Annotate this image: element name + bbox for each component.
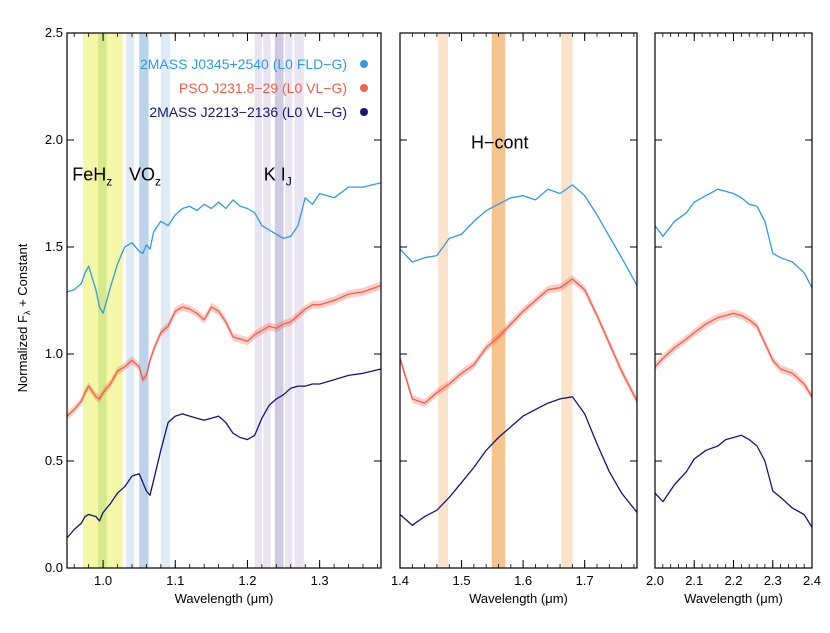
y-axis-label-tail: + Constant (15, 243, 30, 310)
feature-band (90, 33, 99, 568)
x-tick-label: 1.6 (514, 573, 532, 588)
series-line (654, 312, 813, 398)
y-axis-label-sub: λ (22, 310, 32, 315)
feature-band (98, 33, 107, 568)
x-tick-label: 2.4 (803, 573, 821, 588)
series-line (399, 184, 638, 286)
feature-band (274, 33, 284, 568)
legend-entry-label: 2MASS J0345+2540 (L0 FLD−G) (140, 56, 347, 72)
feature-label-base: VO (129, 165, 155, 185)
feature-label-sub: z (155, 175, 161, 189)
x-axis-label: Wavelength (μm) (684, 591, 783, 606)
feature-label: H−cont (471, 133, 529, 153)
legend-marker (360, 84, 368, 92)
y-tick-label: 0.0 (45, 560, 63, 575)
series-uncertainty-band (400, 275, 637, 408)
series-line (399, 396, 638, 526)
x-tick-label: 2.2 (724, 573, 742, 588)
panel-2: 1.4 1.5 1.6 1.7 Wavelength (μm) H−cont (391, 32, 638, 606)
x-tick-label: 1.4 (391, 573, 409, 588)
series-line (399, 278, 638, 404)
series-line (66, 368, 382, 539)
plot-frame (654, 32, 813, 569)
feature-band (126, 33, 135, 568)
feature-band (160, 33, 171, 568)
plot-frame (66, 32, 382, 569)
feature-label-sub: J (286, 175, 292, 189)
x-tick-label: 1.5 (453, 573, 471, 588)
legend: 2MASS J0345+2540 (L0 FLD−G) PSO J231.8−29… (140, 56, 368, 120)
legend-marker (360, 108, 368, 116)
legend-marker (360, 60, 368, 68)
y-tick-label: 2.0 (45, 132, 63, 147)
y-tick-label: 0.5 (45, 453, 63, 468)
x-tick-label: 2.0 (646, 573, 664, 588)
feature-label-sub: z (106, 175, 112, 189)
x-tick-label: 1.2 (238, 573, 256, 588)
feature-label: FeHz (72, 165, 112, 189)
y-tick-label: 2.5 (45, 25, 63, 40)
y-tick-label: 1.5 (45, 239, 63, 254)
feature-label: K IJ (264, 165, 292, 189)
series-uncertainty-band (67, 281, 381, 421)
feature-band (82, 33, 91, 568)
feature-label-base: FeH (72, 165, 106, 185)
series-line (654, 188, 813, 289)
x-tick-label: 1.3 (311, 573, 329, 588)
feature-label: VOz (129, 165, 161, 189)
y-tick-label: 1.0 (45, 346, 63, 361)
x-axis-label: Wavelength (μm) (469, 591, 568, 606)
x-tick-label: 1.1 (166, 573, 184, 588)
x-axis-label: Wavelength (μm) (175, 591, 274, 606)
panel-1: 0.0 0.5 1.0 1.5 2.0 2.5 1.0 1.1 1.2 1.3 Wavelength… (45, 25, 382, 606)
feature-band (113, 33, 123, 568)
feature-label-base: H−cont (471, 133, 529, 153)
feature-band (438, 33, 449, 568)
x-tick-label: 2.1 (685, 573, 703, 588)
x-tick-label: 2.3 (764, 573, 782, 588)
x-tick-label: 1.7 (576, 573, 594, 588)
feature-band (106, 33, 114, 568)
y-axis-label-main: Normalized F (15, 315, 30, 392)
feature-band (491, 33, 506, 568)
panel-3: 2.0 2.1 2.2 2.3 2.4 Wavelength (μm) (646, 32, 821, 606)
feature-band (294, 33, 304, 568)
series-uncertainty-band (655, 309, 812, 401)
series-line (654, 434, 813, 528)
feature-band (263, 33, 271, 568)
legend-entry-label: 2MASS J2213−2136 (L0 VL−G) (149, 104, 347, 120)
feature-band (561, 33, 573, 568)
feature-band (139, 33, 149, 568)
y-axis-label: Normalized Fλ + Constant (15, 243, 32, 392)
x-tick-label: 1.0 (94, 573, 112, 588)
series-line (66, 284, 382, 417)
plot-frame (399, 32, 638, 569)
feature-band (254, 33, 262, 568)
feature-band (284, 33, 293, 568)
series-line (66, 182, 382, 314)
feature-label-base: K I (264, 165, 286, 185)
legend-entry-label: PSO J231.8−29 (L0 VL−G) (179, 80, 347, 96)
